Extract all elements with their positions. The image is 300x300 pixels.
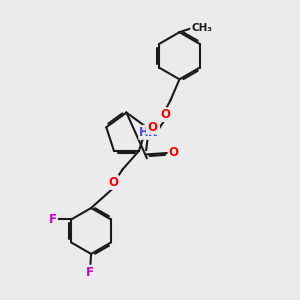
Text: O: O [147, 121, 157, 134]
Text: O: O [169, 146, 178, 159]
Text: F: F [49, 213, 57, 226]
Text: F: F [85, 266, 94, 279]
Text: HN: HN [139, 126, 159, 139]
Text: CH₃: CH₃ [191, 23, 212, 33]
Text: O: O [160, 108, 170, 121]
Text: O: O [108, 176, 118, 189]
